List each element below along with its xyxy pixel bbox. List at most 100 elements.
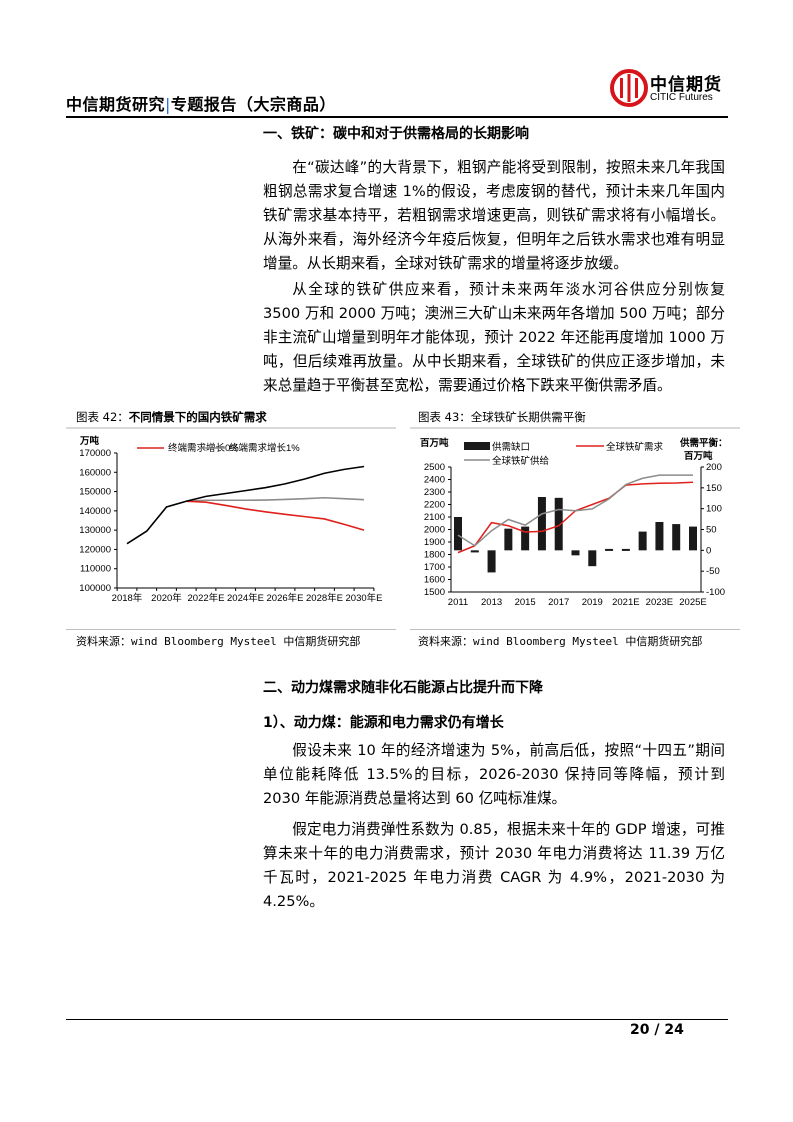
report-header-title: 中信期货研究|专题报告（大宗商品） [66,91,336,115]
right-y-tick-label: 150 [706,483,722,494]
figure42-source-rule [66,629,396,630]
x-tick-label: 2024年E [227,592,264,604]
footer-rule [66,1019,728,1020]
x-tick-label: 2021E [612,597,639,608]
legend-label: 全球铁矿供给 [492,455,550,467]
y-tick-label: 2000 [424,525,445,536]
bar-gap [672,524,681,551]
figure43-source: 资料来源：wind Bloomberg Mysteel 中信期货研究部 [418,635,703,648]
chart-global-iron-ore-balance: 百万吨 供需平衡：百万吨15001600170018001900200021002… [420,437,728,608]
y-tick-label: 160000 [79,467,111,478]
right-y-tick-label: 100 [706,504,722,515]
x-tick-label: 2019 [582,597,603,608]
y-tick-label: 130000 [79,525,111,536]
legend-label: 全球铁矿需求 [606,441,664,453]
right-y-tick-label: -100 [706,587,725,598]
header-rule [66,116,728,118]
y-tick-label: 1600 [424,575,445,586]
right-y-tick-label: 0 [706,545,711,556]
figure42-title: 不同情景下的国内铁矿需求 [128,410,267,424]
y-tick-label: 1900 [424,537,445,548]
y-tick-label: 2500 [424,462,445,473]
x-tick-label: 2026年E [267,592,304,604]
figure43-caption: 图表 43：全球铁矿长期供需平衡 [418,409,586,425]
citic-logo: 中信期货 CITIC Futures [610,68,730,110]
figure42-rule [66,427,396,429]
logo-text-en: CITIC Futures [650,92,713,103]
y-tick-label: 170000 [79,448,111,459]
bar-gap [554,497,563,551]
header-right: 专题报告（大宗商品） [170,95,336,114]
header-separator: | [165,95,171,114]
bar-gap [605,548,614,551]
section1-heading: 一、铁矿：碳中和对于供需格局的长期影响 [263,126,529,142]
bar-gap [571,550,580,556]
x-tick-label: 2022年E [188,592,225,604]
figure43-label: 图表 43： [418,410,471,424]
bar-gap [588,550,597,567]
y-tick-label: 2200 [424,500,445,511]
bar-gap [655,522,664,551]
bar-gap [689,526,697,551]
citic-emblem-icon [610,69,648,107]
y-tick-label: 1800 [424,550,445,561]
x-tick-label: 2017 [548,597,569,608]
x-tick-label: 2025E [679,597,706,608]
logo-text-cn: 中信期货 [650,75,722,95]
y-tick-label: 2400 [424,475,445,486]
series-line-全球铁矿供给 [457,474,693,547]
right-y-axis-label: 供需平衡： [679,437,728,449]
section2-paragraph-2: 假定电力消费弹性系数为 0.85，根据未来十年的 GDP 增速，可推算未来十年的… [263,821,725,910]
legend-swatch [464,442,490,450]
bar-gap [470,550,479,553]
section1-paragraph-1: 在“碳达峰”的大背景下，粗钢产能将受到限制，按照未来几年我国粗钢总需求复合增速 … [263,159,725,272]
section1-paragraph-2: 从全球的铁矿供应来看，预计未来两年淡水河谷供应分别恢复 3500 万和 2000… [263,281,725,394]
legend-label: 供需缺口 [492,441,530,453]
x-tick-label: 2011 [448,597,468,608]
figure42-label: 图表 42： [76,410,129,424]
x-tick-label: 2013 [481,597,502,608]
series-line-baseline [126,465,365,545]
figure42-source: 资料来源：wind Bloomberg Mysteel 中信期货研究部 [76,635,361,648]
right-y-axis-label: 百万吨 [684,450,713,462]
right-y-tick-label: 200 [706,462,722,473]
y-tick-label: 110000 [80,564,111,575]
bar-gap [521,526,530,551]
y-axis-label: 万吨 [79,435,100,447]
section2-subheading: 1）、动力煤：能源和电力需求仍有增长 [263,715,504,731]
y-tick-label: 2100 [424,512,445,523]
figure43-title: 全球铁矿长期供需平衡 [470,410,586,424]
x-tick-label: 2028年E [306,592,343,604]
y-tick-label: 1500 [424,587,445,598]
x-tick-label: 2020年 [151,592,182,604]
bar-gap [504,528,513,551]
chart-domestic-iron-ore-demand: 万吨 100000 110000 120000 130000 140000 150000 16… [79,435,383,604]
right-y-tick-label: 50 [706,525,717,536]
y-tick-label: 100000 [79,583,111,594]
series-line-终端需求增长0% [186,500,365,531]
bar-gap [454,517,462,551]
y-axis-label: 百万吨 [420,437,449,449]
x-tick-label: 2015 [515,597,536,608]
y-tick-label: 2300 [424,487,445,498]
right-y-tick-label: -50 [706,566,720,577]
x-tick-label: 2023E [646,597,673,608]
page-number: 20 / 24 [630,1022,684,1038]
y-tick-label: 1700 [424,562,445,573]
figure42-caption: 图表 42：不同情景下的国内铁矿需求 [76,409,267,425]
header-left: 中信期货研究 [66,95,166,114]
figure43-rule [410,427,740,429]
series-line-终端需求增长1% [186,496,365,503]
y-tick-label: 150000 [79,487,111,498]
figure43-source-rule [410,629,740,630]
y-tick-label: 140000 [79,506,111,517]
x-tick-label: 2018年 [112,592,143,604]
bar-gap [621,548,630,551]
y-tick-label: 120000 [79,544,111,555]
bar-gap [638,531,647,551]
bar-gap [537,497,546,551]
x-tick-label: 2030年E [346,592,383,604]
section2-paragraph-1: 假设未来 10 年的经济增速为 5%，前高后低，按照“十四五”期间单位能耗降低 … [263,742,725,807]
legend-label: 终端需求增长1% [229,442,300,454]
